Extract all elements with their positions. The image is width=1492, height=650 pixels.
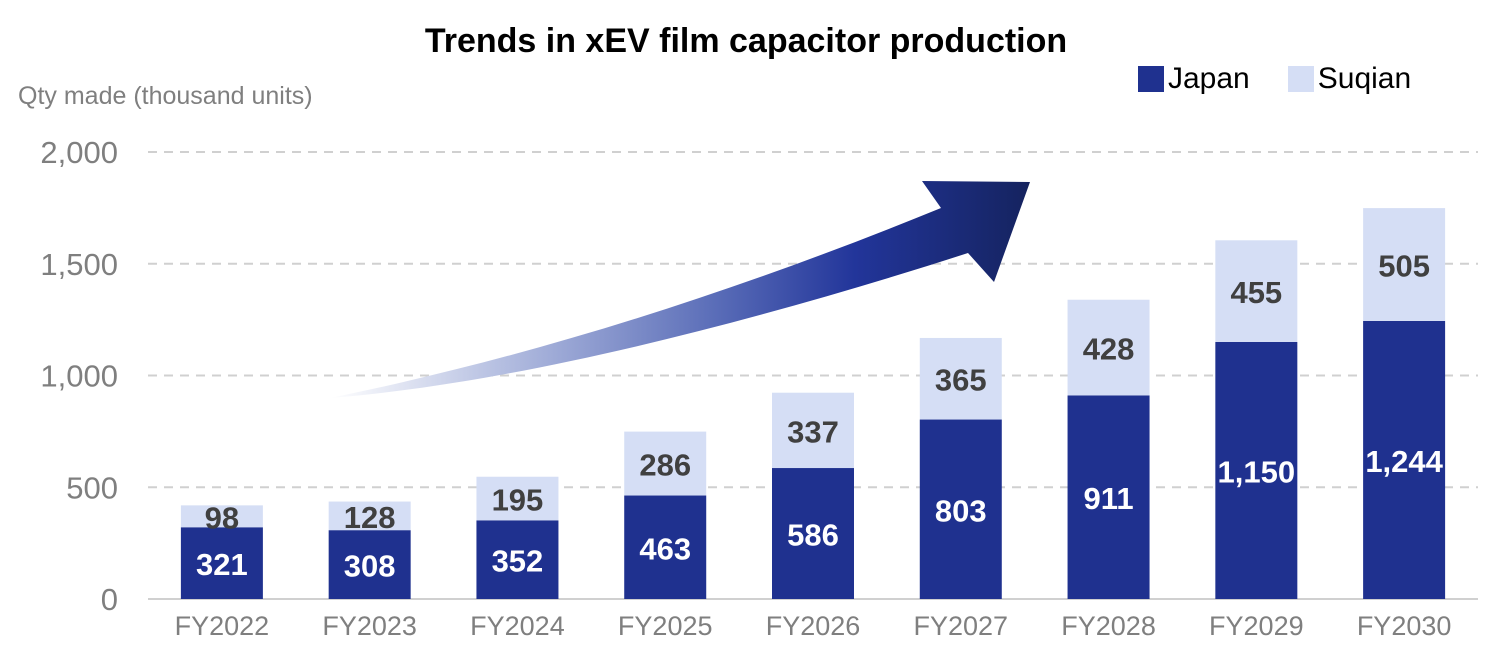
x-tick-label: FY2022 [175, 611, 270, 641]
x-tick-label: FY2028 [1061, 611, 1156, 641]
data-label-japan: 586 [787, 518, 839, 553]
y-tick-label: 500 [66, 470, 118, 505]
legend-item-japan: Japan [1138, 62, 1250, 96]
bar-japan [1067, 395, 1150, 599]
bar-japan [772, 468, 854, 599]
data-label-japan: 352 [492, 544, 544, 579]
x-tick-label: FY2029 [1209, 611, 1304, 641]
data-label-japan: 308 [344, 549, 396, 584]
data-label-japan: 1,244 [1365, 444, 1443, 479]
x-tick-label: FY2030 [1357, 611, 1452, 641]
bar-suqian [772, 392, 854, 469]
bars: 321 98 308 128 352 195 463 286 586 337 803 365 911 42… [180, 208, 1446, 599]
y-tick-label: 1,500 [40, 247, 118, 282]
bar-suqian [328, 501, 411, 531]
trend-arrow [330, 181, 1030, 398]
data-label-suqian: 428 [1083, 332, 1135, 367]
bar-suqian [476, 476, 559, 521]
y-tick-label: 0 [101, 582, 118, 617]
data-label-japan: 321 [196, 547, 248, 582]
x-axis-ticks: FY2022 FY2023 FY2024 FY2025 FY2026 FY2027 FY20… [175, 611, 1452, 641]
legend-swatch-suqian [1287, 66, 1314, 92]
x-tick-label: FY2027 [913, 611, 1008, 641]
x-tick-label: FY2025 [618, 611, 713, 641]
bar-suqian [1067, 299, 1150, 396]
chart-title: Trends in xEV film capacitor production [424, 22, 1068, 60]
data-label-suqian: 195 [492, 483, 544, 518]
bar-suqian [1215, 240, 1298, 342]
bar-japan [919, 419, 1002, 599]
legend-swatch-japan [1138, 66, 1164, 92]
bar-suqian [624, 431, 707, 496]
data-label-suqian: 455 [1230, 275, 1282, 310]
x-tick-label: FY2026 [766, 611, 861, 641]
bar-japan [1215, 341, 1298, 599]
data-label-suqian: 286 [639, 448, 691, 483]
data-label-suqian: 505 [1378, 249, 1430, 284]
data-label-japan: 803 [935, 493, 987, 528]
data-label-japan: 463 [639, 531, 691, 566]
y-tick-label: 2,000 [40, 135, 118, 170]
y-axis-ticks: 0 500 1,000 1,500 2,000 [40, 135, 118, 617]
data-label-japan: 911 [1084, 481, 1134, 516]
data-label-suqian: 337 [787, 414, 839, 449]
y-axis-label: Qty made (thousand units) [18, 82, 313, 110]
bar-suqian [919, 337, 1002, 420]
data-label-suqian: 98 [205, 500, 239, 535]
legend-label-japan: Japan [1168, 62, 1250, 95]
bar-japan [328, 530, 411, 599]
bar-japan [624, 495, 707, 599]
bar-japan [180, 527, 263, 599]
legend-label-suqian: Suqian [1317, 62, 1412, 95]
data-label-japan: 1,150 [1218, 454, 1296, 489]
chart-legend: Japan Suqian [1138, 62, 1411, 96]
data-label-suqian: 365 [935, 363, 987, 398]
bar-japan [476, 520, 559, 599]
x-tick-label: FY2024 [470, 611, 565, 641]
data-label-suqian: 128 [344, 500, 396, 535]
bar-suqian [180, 505, 263, 528]
bar-suqian [1363, 208, 1446, 321]
legend-item-suqian: Suqian [1287, 62, 1412, 96]
bar-japan [1363, 320, 1446, 599]
x-tick-label: FY2023 [322, 611, 417, 641]
y-tick-label: 1,000 [40, 359, 118, 394]
